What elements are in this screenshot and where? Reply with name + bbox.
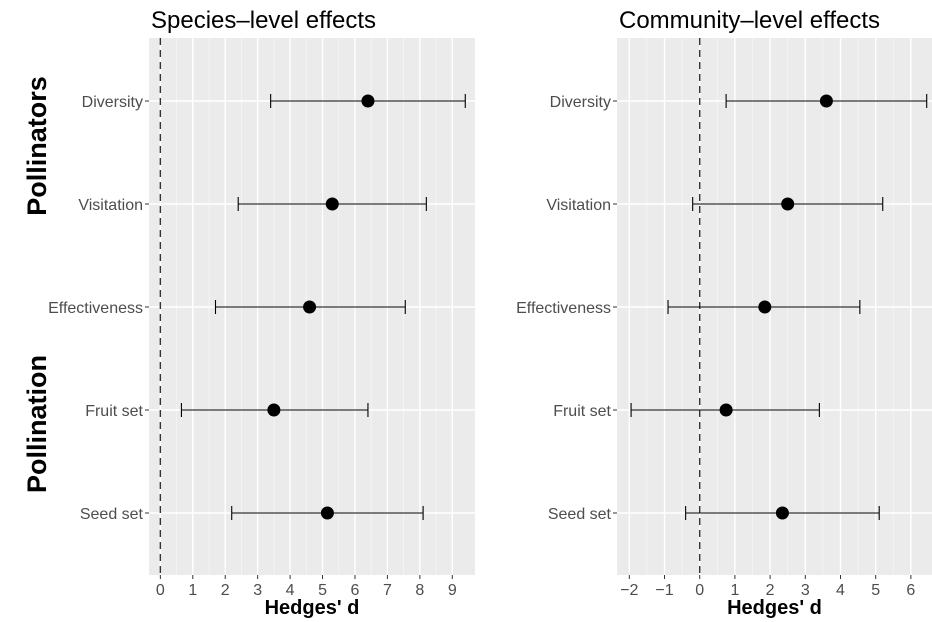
x-tick-label: 8 xyxy=(415,582,424,599)
panel-title: Community–level effects xyxy=(619,7,880,34)
x-tick-label: 4 xyxy=(836,582,845,599)
row-label-pollination: Pollination xyxy=(22,355,52,493)
effect-point xyxy=(320,506,334,520)
category-label: Fruit set xyxy=(553,403,611,420)
x-tick-label: 6 xyxy=(351,582,360,599)
effect-point xyxy=(303,300,317,314)
x-tick-label: 3 xyxy=(801,582,810,599)
category-label: Seed set xyxy=(80,506,144,523)
x-tick-label: 4 xyxy=(286,582,295,599)
category-label: Fruit set xyxy=(85,403,143,420)
category-label: Seed set xyxy=(548,506,612,523)
x-tick-label: 9 xyxy=(448,582,457,599)
x-tick-label: 0 xyxy=(156,582,165,599)
x-tick-label: 2 xyxy=(221,582,230,599)
x-tick-label: −2 xyxy=(620,582,638,599)
x-tick-label: 7 xyxy=(383,582,392,599)
row-label-pollinators: Pollinators xyxy=(22,76,52,216)
effect-point xyxy=(719,403,733,417)
x-tick-label: 0 xyxy=(695,582,704,599)
x-axis-title: Hedges' d xyxy=(265,597,360,619)
x-tick-label: 6 xyxy=(906,582,915,599)
x-tick-label: 5 xyxy=(318,582,327,599)
category-label: Visitation xyxy=(78,197,143,214)
x-tick-label: −1 xyxy=(655,582,673,599)
category-label: Effectiveness xyxy=(48,300,143,317)
category-label: Effectiveness xyxy=(516,300,611,317)
category-label: Visitation xyxy=(546,197,611,214)
panel-1: Species–level effects Diversity Visitation… xyxy=(48,7,475,619)
x-tick-label: 5 xyxy=(871,582,880,599)
panel-title: Species–level effects xyxy=(151,7,376,34)
effect-point xyxy=(361,94,375,108)
effect-point xyxy=(267,403,281,417)
effect-point xyxy=(819,94,833,108)
panel-2: Community–level effects Diversity Visitati… xyxy=(516,7,932,619)
x-tick-label: 3 xyxy=(253,582,262,599)
category-label: Diversity xyxy=(550,94,611,111)
x-tick-label: 1 xyxy=(730,582,739,599)
x-tick-label: 1 xyxy=(188,582,197,599)
x-axis-title: Hedges' d xyxy=(727,597,822,619)
effect-point xyxy=(758,300,772,314)
category-label: Diversity xyxy=(82,94,143,111)
x-tick-label: 2 xyxy=(766,582,775,599)
effect-point xyxy=(325,197,339,211)
effect-point xyxy=(775,506,789,520)
effect-point xyxy=(781,197,795,211)
